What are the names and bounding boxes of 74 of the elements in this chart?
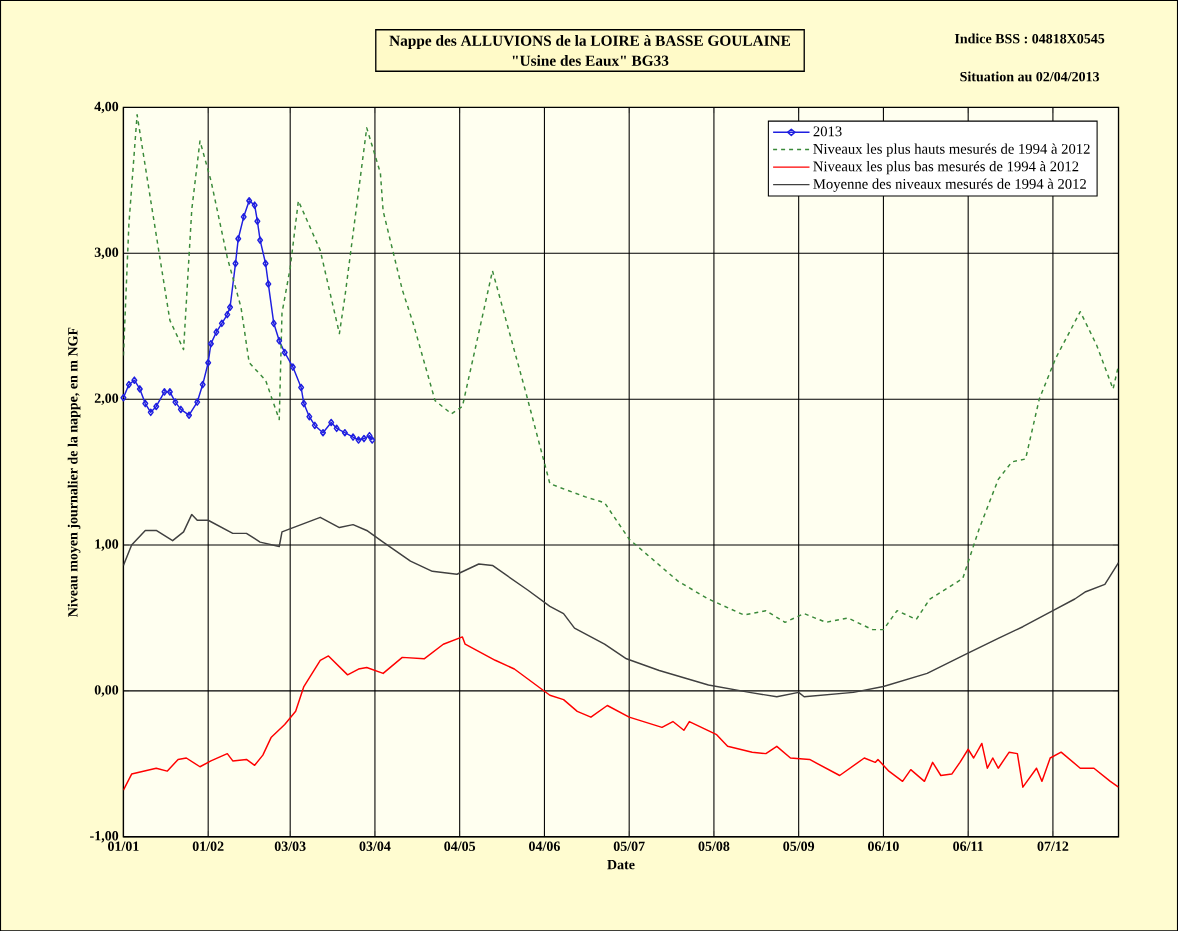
- point: [166, 387, 173, 396]
- y-tick-label: 4,00: [94, 101, 119, 114]
- point: [262, 259, 269, 268]
- point: [194, 398, 201, 406]
- point: [213, 328, 220, 336]
- point: [142, 399, 149, 408]
- point: [311, 421, 318, 430]
- point: [251, 201, 258, 209]
- point: [298, 383, 305, 392]
- point: [218, 319, 225, 328]
- x-tick-label: 06/10: [868, 841, 899, 851]
- point: [153, 402, 160, 411]
- point: [281, 348, 288, 357]
- line-series: [123, 513, 1119, 698]
- x-tick-label: 05/08: [698, 841, 730, 851]
- point: [125, 380, 132, 389]
- point: [360, 434, 368, 443]
- line-series: [123, 113, 1119, 631]
- point: [276, 336, 283, 345]
- point: [350, 433, 357, 441]
- point: [172, 398, 179, 406]
- chart-title: Nappe des ALLUVIONS de la LOIRE à BASSE GOULAINE: [389, 34, 791, 49]
- legend-label: Niveaux les plus bas mesurés de 1994 à 2012: [813, 160, 1079, 175]
- point: [246, 196, 253, 205]
- point: [235, 234, 242, 243]
- point: [199, 380, 206, 389]
- point: [254, 217, 261, 225]
- y-axis-title: Niveau moyen journalier de la nappe, en m NGF: [67, 327, 81, 617]
- point: [240, 212, 247, 221]
- y-tick-label: 0,00: [94, 685, 119, 697]
- x-tick-label: 01/01: [108, 841, 139, 851]
- x-tick-label: 06/11: [953, 841, 983, 851]
- x-tick-label: 01/02: [192, 841, 224, 851]
- point: [289, 363, 296, 371]
- legend-label: Niveaux les plus hauts mesurés de 1994 à 2012: [813, 143, 1090, 157]
- legend-label: 2013: [813, 126, 842, 137]
- legend-label: Moyenne des niveaux mesurés de 1994 à 2012: [813, 178, 1086, 192]
- point: [205, 358, 212, 367]
- x-tick-label: 07/12: [1037, 841, 1069, 851]
- point: [177, 405, 184, 414]
- x-axis-title: Date: [607, 859, 635, 870]
- point: [341, 428, 348, 437]
- y-tick-label: -1,00: [90, 830, 119, 843]
- chart-subtitle: "Usine des Eaux" BG33: [512, 54, 669, 66]
- point: [227, 303, 234, 311]
- point: [131, 376, 138, 384]
- point: [136, 385, 143, 393]
- point: [300, 399, 307, 408]
- text: Situation au 02/04/2013: [960, 71, 1100, 82]
- point: [147, 408, 154, 416]
- y-tick-label: 3,00: [94, 247, 119, 259]
- point: [328, 418, 335, 427]
- x-tick-label: 03/04: [359, 841, 391, 851]
- point: [306, 412, 313, 421]
- point: [270, 319, 277, 328]
- x-tick-label: 05/07: [613, 841, 645, 851]
- point: [224, 310, 231, 319]
- y-tick-label: 2,00: [94, 393, 119, 405]
- point: [207, 339, 214, 348]
- point: [355, 436, 362, 444]
- x-tick-label: 04/06: [529, 841, 560, 851]
- point: [257, 236, 264, 244]
- point: [333, 424, 340, 433]
- point: [232, 259, 239, 268]
- x-tick-label: 05/09: [783, 841, 815, 851]
- x-tick-label: 03/03: [274, 841, 306, 851]
- text: Indice BSS : 04818X0545: [954, 33, 1105, 44]
- y-tick-label: 1,00: [95, 539, 119, 551]
- point: [161, 387, 168, 396]
- x-tick-label: 04/05: [444, 841, 476, 851]
- point: [265, 280, 272, 288]
- point: [186, 411, 193, 419]
- point: [366, 431, 373, 440]
- point: [319, 428, 327, 437]
